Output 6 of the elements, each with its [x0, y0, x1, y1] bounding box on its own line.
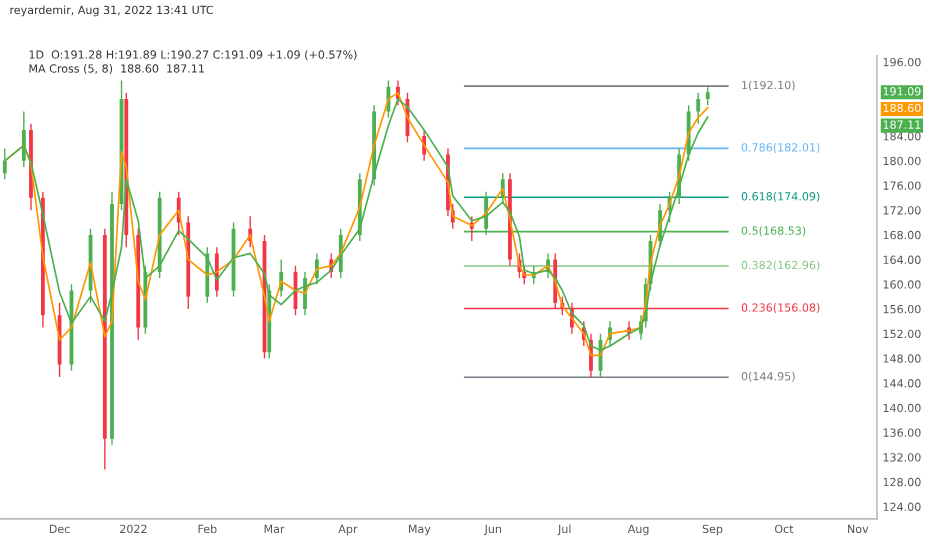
candlestick — [214, 246, 219, 298]
candlestick — [205, 246, 210, 304]
candlestick — [696, 92, 701, 125]
candlestick — [21, 110, 26, 168]
candlestick — [303, 271, 307, 316]
candlestick — [422, 129, 427, 162]
